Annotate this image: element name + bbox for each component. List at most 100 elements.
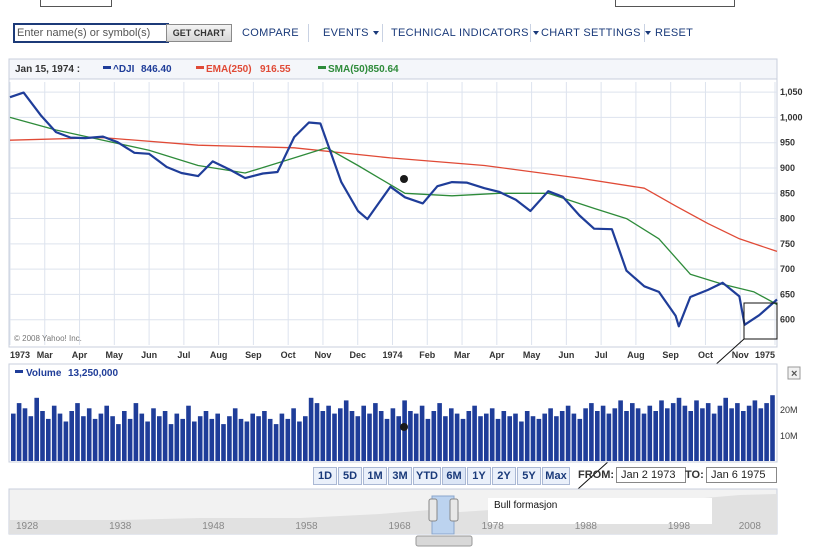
overview-year-label: 1978 [482,521,505,532]
volume-bar [250,413,255,461]
to-date-input[interactable]: Jan 6 1975 [706,467,777,483]
volume-bar [16,403,22,461]
volume-bar [197,416,203,461]
volume-bar [624,411,629,461]
volume-bar [75,403,80,461]
volume-bar [116,424,121,461]
menu-divider [308,24,309,42]
volume-bar [192,421,197,461]
range-button-3m[interactable]: 3M [388,467,412,485]
volume-bar [583,408,588,461]
range-button-1d[interactable]: 1D [313,467,337,485]
reset-button[interactable]: RESET [655,27,694,39]
volume-bar [513,413,518,461]
range-button-1m[interactable]: 1M [363,467,387,485]
x-tick-label: Apr [489,350,505,360]
volume-bar [297,421,302,461]
volume-bar [326,405,331,461]
volume-bar [519,421,524,461]
overview-year-label: 1948 [202,521,225,532]
legend-bar [8,58,778,80]
volume-bar [501,411,507,461]
get-chart-button[interactable]: GET CHART [166,24,232,42]
volume-bar [127,418,133,461]
volume-bar [157,416,162,461]
x-tick-label: Jul [177,350,190,360]
volume-bar [565,405,571,461]
volume-bar [408,411,413,461]
volume-hover-marker [400,423,408,431]
legend-sma-label: SMA(50) [328,64,368,75]
volume-bar [413,413,419,461]
volume-bar [320,411,326,461]
range-button-6m[interactable]: 6M [442,467,466,485]
volume-bar [612,408,618,461]
x-tick-label: Feb [419,350,436,360]
y-axis: 1,050 1,000 950 900 850 800 750 700 650 600 [780,87,803,325]
range-button-max[interactable]: Max [542,467,570,485]
chart-settings-menu[interactable]: CHART SETTINGS [541,27,651,39]
volume-bar [279,413,285,461]
volume-bar [431,411,437,461]
volume-bars [11,395,775,461]
top-cut-box-right [615,0,735,7]
technical-indicators-menu[interactable]: TECHNICAL INDICATORS [391,27,539,39]
bull-formation-box [743,302,778,340]
volume-bar [303,416,308,461]
copyright: © 2008 Yahoo! Inc. [14,334,82,343]
events-menu[interactable]: EVENTS [323,27,379,39]
volume-close-button[interactable] [787,366,801,380]
x-tick-label: 1974 [382,350,402,360]
range-button-2y[interactable]: 2Y [492,467,516,485]
volume-bar [227,416,232,461]
volume-bar [443,416,448,461]
volume-bar [554,416,559,461]
volume-bar [34,397,39,461]
overview-handle-right[interactable] [449,498,459,522]
compare-button[interactable]: COMPARE [242,27,299,39]
volume-bar [11,413,16,461]
x-tick-label: Oct [698,350,713,360]
volume-legend-swatch [15,370,23,373]
legend-ema-value: 916.55 [260,64,291,75]
range-button-5d[interactable]: 5D [338,467,362,485]
volume-bar [151,408,156,461]
volume-bar [548,408,553,461]
volume-bar [104,405,109,461]
volume-bar [419,405,425,461]
legend-date: Jan 15, 1974 : [15,64,80,75]
chevron-down-icon [532,31,539,36]
volume-bar [122,411,127,461]
chevron-down-icon [644,31,651,36]
volume-bar [635,408,641,461]
volume-bar [507,416,512,461]
volume-bar [600,405,606,461]
overview-scrollbar[interactable] [415,535,473,547]
volume-bar [746,405,752,461]
menu-divider [644,24,645,42]
from-date-input[interactable]: Jan 2 1973 [616,467,686,483]
volume-bar [355,416,361,461]
range-button-ytd[interactable]: YTD [413,467,441,485]
volume-bar [256,416,261,461]
volume-bar [466,411,472,461]
volume-bar [273,424,279,461]
x-tick-label: Sep [662,350,679,360]
grid [9,82,777,345]
overview-handle-left[interactable] [428,498,438,522]
volume-bar [484,413,489,461]
volume-label: Volume [26,368,62,379]
chevron-down-icon [372,31,379,36]
x-tick-label: Jun [558,350,574,360]
x-axis: 1973 Mar Apr May Jun Jul Aug Sep Oct Nov Dec 1974 Fe… [10,350,775,360]
volume-bar [174,413,180,461]
range-button-5y[interactable]: 5Y [517,467,541,485]
volume-bar [396,416,401,461]
volume-bar [314,403,320,461]
range-button-1y[interactable]: 1Y [467,467,491,485]
volume-bar [449,408,454,461]
volume-bar [670,403,676,461]
volume-bar [653,411,658,461]
x-tick-label: Jun [141,350,157,360]
volume-bar [425,418,431,461]
